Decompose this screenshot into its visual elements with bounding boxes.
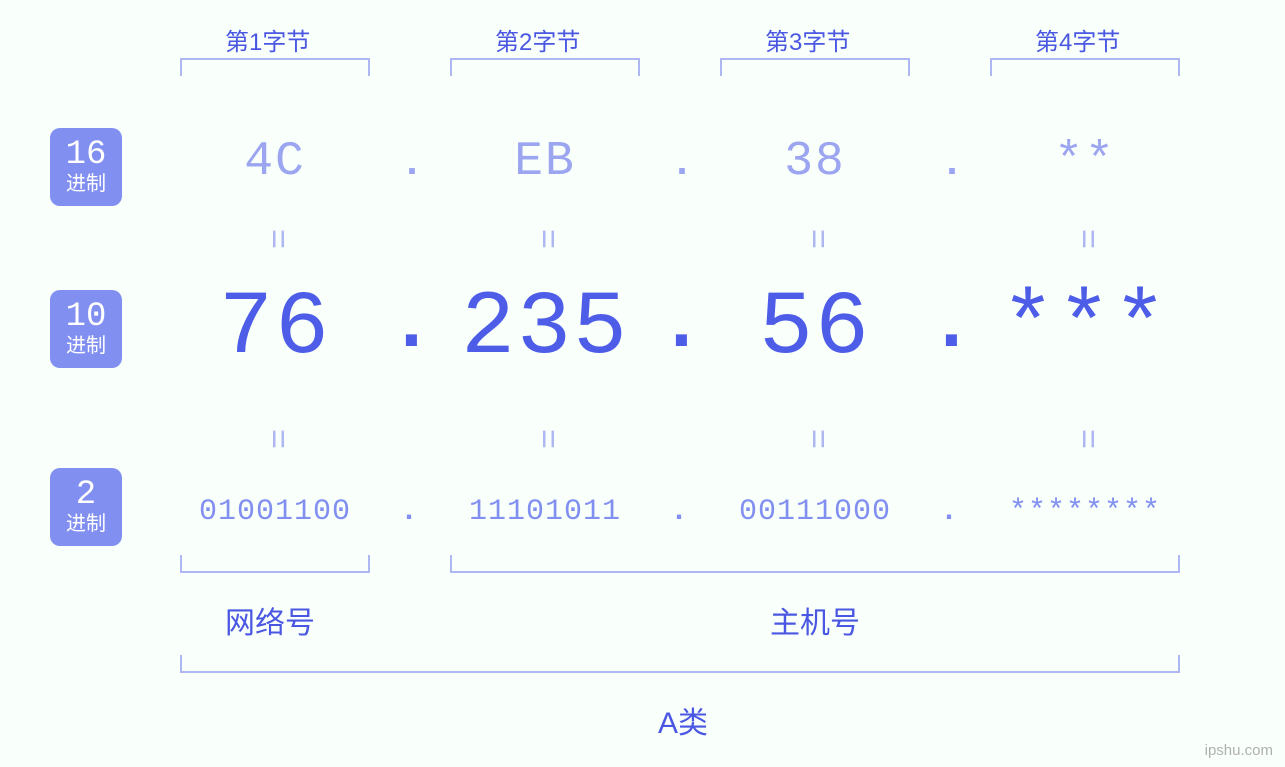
badge-dec-lbl: 进制 [58,336,114,360]
bin-3: 00111000 [705,495,925,529]
host-bracket [450,555,1180,573]
dec-dot-2: . [658,282,705,370]
eq2-2: = [526,429,564,449]
badge-dec-num: 10 [58,300,114,334]
dec-dot-3: . [928,282,975,370]
ip-diagram: 第1字节 第2字节 第3字节 第4字节 16 进制 10 进制 2 进制 4C … [0,0,1285,767]
dec-2: 235 [435,278,655,380]
top-bracket-2 [450,58,640,76]
badge-bin: 2 进制 [50,468,122,546]
bin-dot-3: . [940,495,958,529]
badge-hex-num: 16 [58,138,114,172]
badge-bin-num: 2 [58,478,114,512]
class-bracket [180,655,1180,673]
hex-dot-3: . [940,142,964,187]
eq2-4: = [1066,429,1104,449]
bin-4: ******** [975,495,1195,529]
class-label: A类 [658,698,708,742]
top-bracket-1 [180,58,370,76]
hex-2: EB [450,135,640,189]
byte-label-2: 第2字节 [495,22,580,57]
dec-3: 56 [705,278,925,380]
eq2-3: = [796,429,834,449]
eq1-4: = [1066,229,1104,249]
eq2-1: = [256,429,294,449]
bin-1: 01001100 [165,495,385,529]
watermark: ipshu.com [1205,742,1273,759]
bin-dot-1: . [400,495,418,529]
hex-3: 38 [720,135,910,189]
network-label: 网络号 [225,598,315,642]
hex-1: 4C [180,135,370,189]
bin-2: 11101011 [435,495,655,529]
badge-dec: 10 进制 [50,290,122,368]
badge-hex-lbl: 进制 [58,174,114,198]
top-bracket-4 [990,58,1180,76]
byte-label-3: 第3字节 [765,22,850,57]
eq1-1: = [256,229,294,249]
dec-1: 76 [165,278,385,380]
badge-hex: 16 进制 [50,128,122,206]
network-bracket [180,555,370,573]
hex-dot-1: . [400,142,424,187]
badge-bin-lbl: 进制 [58,514,114,538]
host-label: 主机号 [770,598,860,642]
top-bracket-3 [720,58,910,76]
dec-4: *** [975,278,1195,380]
hex-4: ** [990,135,1180,189]
hex-dot-2: . [670,142,694,187]
eq1-3: = [796,229,834,249]
byte-label-4: 第4字节 [1035,22,1120,57]
dec-dot-1: . [388,282,435,370]
eq1-2: = [526,229,564,249]
byte-label-1: 第1字节 [225,22,310,57]
bin-dot-2: . [670,495,688,529]
